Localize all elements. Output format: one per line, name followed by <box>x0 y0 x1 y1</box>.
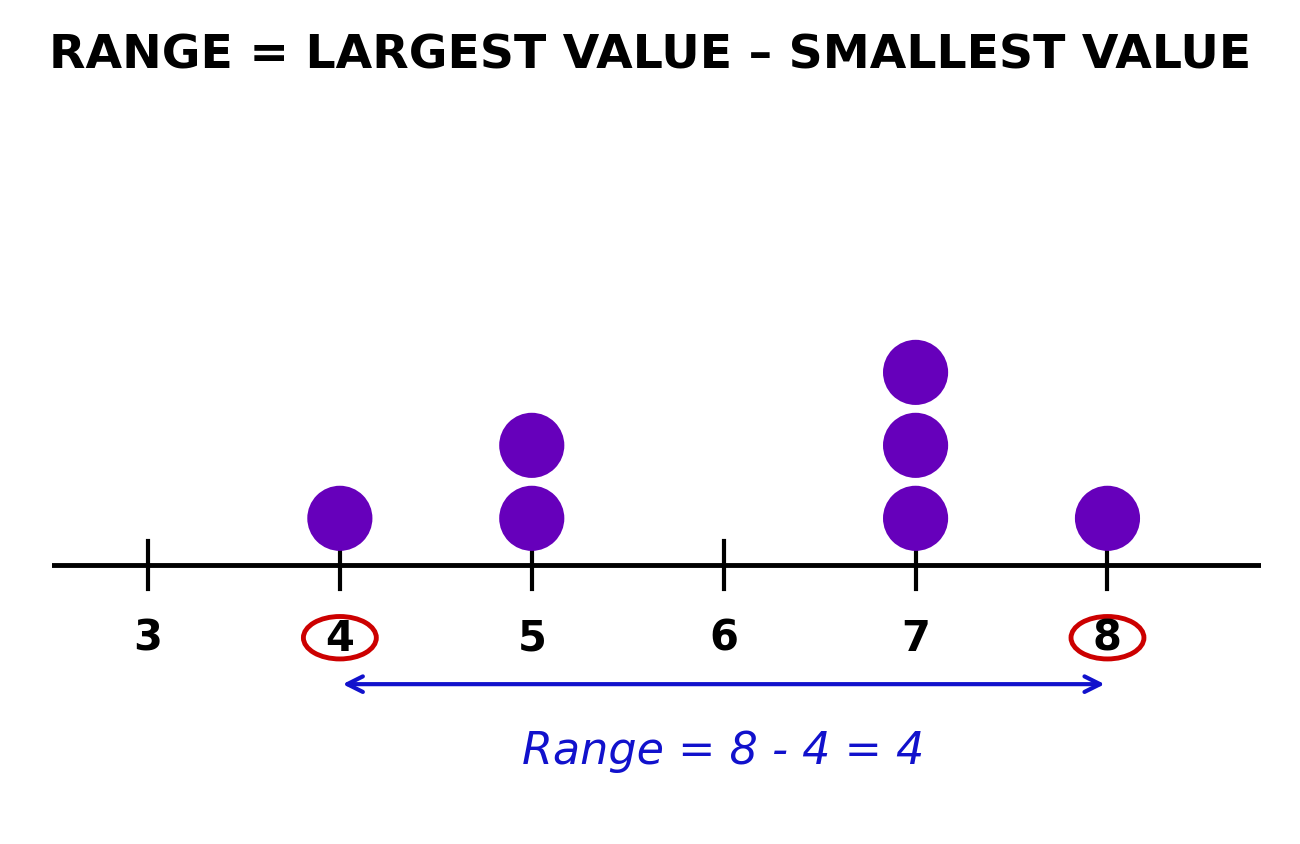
Text: 5: 5 <box>517 617 546 659</box>
Text: 4: 4 <box>325 617 355 659</box>
Point <box>521 439 542 452</box>
Text: Range = 8 - 4 = 4: Range = 8 - 4 = 4 <box>523 729 924 772</box>
Text: 6: 6 <box>710 617 738 659</box>
Point <box>329 512 350 526</box>
Text: RANGE = LARGEST VALUE – SMALLEST VALUE: RANGE = LARGEST VALUE – SMALLEST VALUE <box>49 34 1251 78</box>
Point <box>905 439 926 452</box>
Point <box>1097 512 1118 526</box>
Point <box>905 366 926 380</box>
Text: 7: 7 <box>901 617 930 659</box>
Point <box>521 512 542 526</box>
Text: 8: 8 <box>1093 617 1122 659</box>
Text: 3: 3 <box>134 617 162 659</box>
Point <box>905 512 926 526</box>
